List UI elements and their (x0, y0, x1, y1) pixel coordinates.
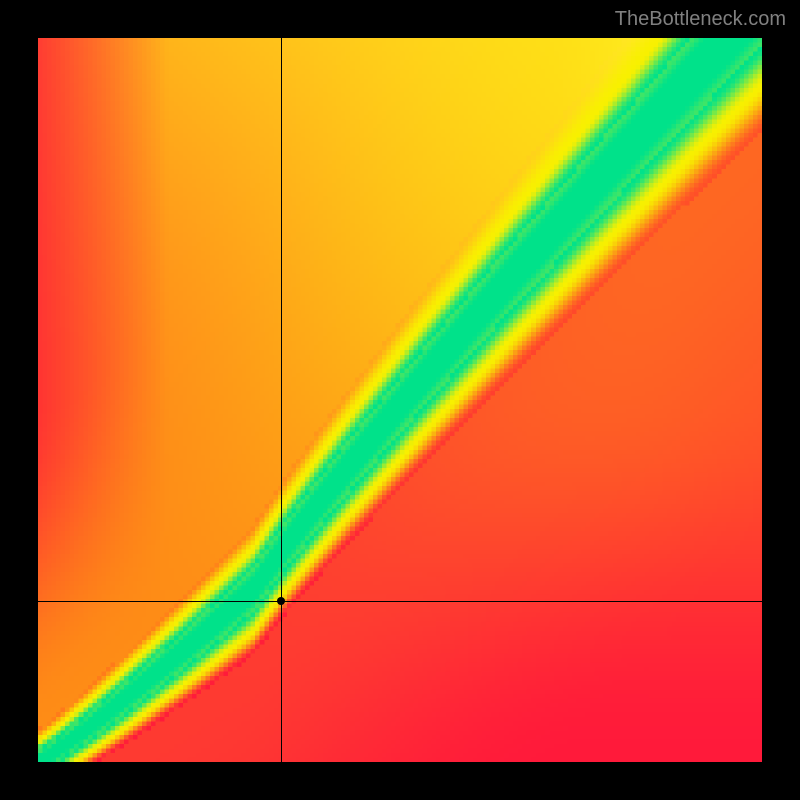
crosshair-vertical (281, 38, 282, 762)
watermark-text: TheBottleneck.com (615, 8, 786, 31)
heatmap-plot (38, 38, 762, 762)
crosshair-marker (277, 597, 285, 605)
crosshair-horizontal (38, 601, 762, 602)
heatmap-canvas (38, 38, 762, 762)
